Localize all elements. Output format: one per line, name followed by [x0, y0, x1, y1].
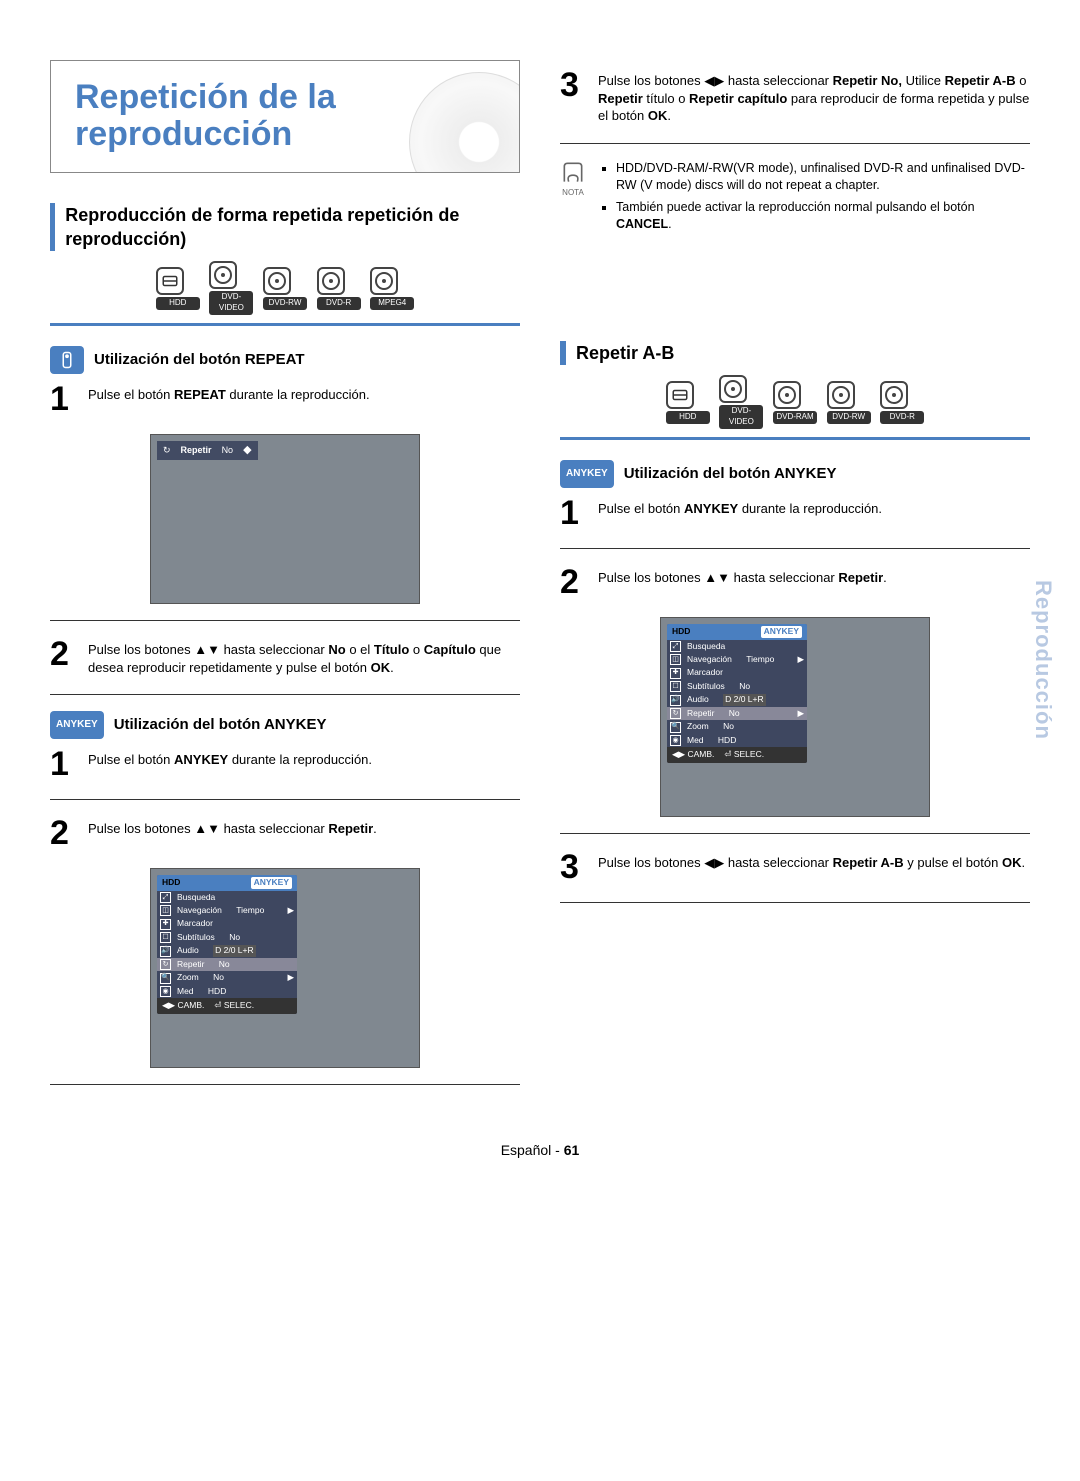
- page-columns: Repetición de la reproducción Reproducci…: [50, 60, 1030, 1101]
- disc-dvdrw-icon: DVD-RW: [827, 381, 871, 424]
- divider: [50, 1084, 520, 1085]
- subhead-anykey-right: ANYKEY Utilización del botón ANYKEY: [560, 460, 1030, 488]
- step-text: Pulse los botones ▲▼ hasta seleccionar R…: [88, 816, 377, 850]
- title-box: Repetición de la reproducción: [50, 60, 520, 173]
- divider: [560, 548, 1030, 549]
- disc-dvdram-icon: DVD-RAM: [773, 381, 817, 424]
- side-tab: Reproducción: [1028, 580, 1058, 740]
- step-3-anykey-right: 3 Pulse los botones ◀▶ hasta seleccionar…: [560, 850, 1030, 884]
- step-number: 1: [50, 747, 78, 781]
- disc-label: DVD-R: [880, 411, 924, 424]
- step-text: Pulse el botón ANYKEY durante la reprodu…: [598, 496, 882, 530]
- disc-dvdr-icon: DVD-R: [880, 381, 924, 424]
- disc-hdd-icon: HDD: [156, 267, 200, 310]
- disc-label-hdd: HDD: [666, 411, 710, 424]
- disc-label-dvdr: DVD-R: [317, 297, 361, 310]
- step-text: Pulse el botón REPEAT durante la reprodu…: [88, 382, 370, 416]
- left-column: Repetición de la reproducción Reproducci…: [50, 60, 520, 1101]
- step-1-anykey-left: 1 Pulse el botón ANYKEY durante la repro…: [50, 747, 520, 781]
- section-title-2: Repetir A-B: [576, 341, 674, 365]
- step-text: Pulse los botones ▲▼ hasta seleccionar N…: [88, 637, 520, 676]
- step-number: 1: [560, 496, 588, 530]
- divider-blue: [50, 323, 520, 326]
- subhead-repeat: Utilización del botón REPEAT: [50, 346, 520, 374]
- step-number: 2: [50, 816, 78, 850]
- osd-repeat-value: No: [222, 444, 234, 456]
- step-text: Pulse el botón ANYKEY durante la reprodu…: [88, 747, 372, 781]
- subhead-anykey-title-right: Utilización del botón ANYKEY: [624, 464, 837, 484]
- step-number: 3: [560, 68, 588, 125]
- divider: [560, 902, 1030, 903]
- footer-lang: Español: [501, 1142, 552, 1158]
- screenshot-anykey-osd-left: HDDANYKEY ⤢Busqueda ◫Navegación Tiempo▶ …: [150, 868, 420, 1068]
- step-text: Pulse los botones ◀▶ hasta seleccionar R…: [598, 68, 1030, 125]
- disc-dvdr-icon: DVD-R: [317, 267, 361, 310]
- divider-blue: [560, 437, 1030, 440]
- disc-label: DVD-VIDEO: [719, 405, 763, 429]
- footer-page-number: 61: [564, 1142, 580, 1158]
- divider: [560, 833, 1030, 834]
- disc-label-dvdrw: DVD-RW: [263, 297, 307, 310]
- note-item-1: HDD/DVD-RAM/-RW(VR mode), unfinalised DV…: [616, 160, 1030, 194]
- disc-dvdrw-icon: DVD-RW: [263, 267, 307, 310]
- right-column: 3 Pulse los botones ◀▶ hasta seleccionar…: [560, 60, 1030, 1101]
- step-2-repeat: 2 Pulse los botones ▲▼ hasta seleccionar…: [50, 637, 520, 676]
- step-text: Pulse los botones ▲▼ hasta seleccionar R…: [598, 565, 887, 599]
- anykey-badge: ANYKEY: [560, 460, 614, 488]
- note-box: NOTA HDD/DVD-RAM/-RW(VR mode), unfinalis…: [560, 160, 1030, 240]
- disc-row-2: HDD DVD-VIDEO DVD-RAM DVD-RW DVD-R: [560, 375, 1030, 429]
- disc-row-1: HDD DVD-VIDEO DVD-RW DVD-R MPEG4: [50, 261, 520, 315]
- osd-menu: HDDANYKEY ⤢Busqueda ◫Navegación Tiempo▶ …: [667, 624, 807, 763]
- section-bar-icon: [50, 203, 55, 252]
- remote-icon: [50, 346, 84, 374]
- osd-bar: ↻ Repetir No ◆: [157, 441, 258, 460]
- divider: [50, 620, 520, 621]
- step-2-anykey-left: 2 Pulse los botones ▲▼ hasta seleccionar…: [50, 816, 520, 850]
- step-number: 3: [560, 850, 588, 884]
- disc-label-dvdvideo: DVD-VIDEO: [209, 291, 253, 315]
- section-header-2: Repetir A-B: [560, 341, 1030, 365]
- disc-label: DVD-RAM: [773, 411, 817, 424]
- step-1-anykey-right: 1 Pulse el botón ANYKEY durante la repro…: [560, 496, 1030, 530]
- step-number: 2: [560, 565, 588, 599]
- osd-repeat-icon: ↻: [163, 444, 171, 456]
- disc-mpeg4-icon: MPEG4: [370, 267, 414, 310]
- page-footer: Español - 61: [50, 1141, 1030, 1160]
- disc-dvdvideo-icon: DVD-VIDEO: [719, 375, 763, 429]
- divider: [560, 143, 1030, 144]
- osd-menu: HDDANYKEY ⤢Busqueda ◫Navegación Tiempo▶ …: [157, 875, 297, 1014]
- disc-hdd-icon: HDD: [666, 381, 710, 424]
- osd-updown-icon: ◆: [243, 443, 251, 458]
- disc-label-mpeg4: MPEG4: [370, 297, 414, 310]
- step-number: 1: [50, 382, 78, 416]
- section-title-1: Reproducción de forma repetida repetició…: [65, 203, 520, 252]
- subhead-anykey-title: Utilización del botón ANYKEY: [114, 715, 327, 735]
- disc-label: DVD-RW: [827, 411, 871, 424]
- divider: [50, 799, 520, 800]
- subhead-repeat-title: Utilización del botón REPEAT: [94, 350, 305, 370]
- anykey-badge: ANYKEY: [50, 711, 104, 739]
- screenshot-anykey-osd-right: HDDANYKEY ⤢Busqueda ◫Navegación Tiempo▶ …: [660, 617, 930, 817]
- step-1-repeat: 1 Pulse el botón REPEAT durante la repro…: [50, 382, 520, 416]
- note-icon: NOTA: [560, 160, 586, 199]
- section-bar-icon: [560, 341, 566, 365]
- osd-repeat-label: Repetir: [181, 444, 212, 456]
- section-header-1: Reproducción de forma repetida repetició…: [50, 203, 520, 252]
- step-3-right-top: 3 Pulse los botones ◀▶ hasta seleccionar…: [560, 68, 1030, 125]
- step-number: 2: [50, 637, 78, 676]
- subhead-anykey-left: ANYKEY Utilización del botón ANYKEY: [50, 711, 520, 739]
- divider: [50, 694, 520, 695]
- disc-label-hdd: HDD: [156, 297, 200, 310]
- step-text: Pulse los botones ◀▶ hasta seleccionar R…: [598, 850, 1025, 884]
- step-2-anykey-right: 2 Pulse los botones ▲▼ hasta seleccionar…: [560, 565, 1030, 599]
- disc-dvdvideo-icon: DVD-VIDEO: [209, 261, 253, 315]
- note-item-2: También puede activar la reproducción no…: [616, 199, 1030, 233]
- screenshot-repeat-osd: ↻ Repetir No ◆: [150, 434, 420, 604]
